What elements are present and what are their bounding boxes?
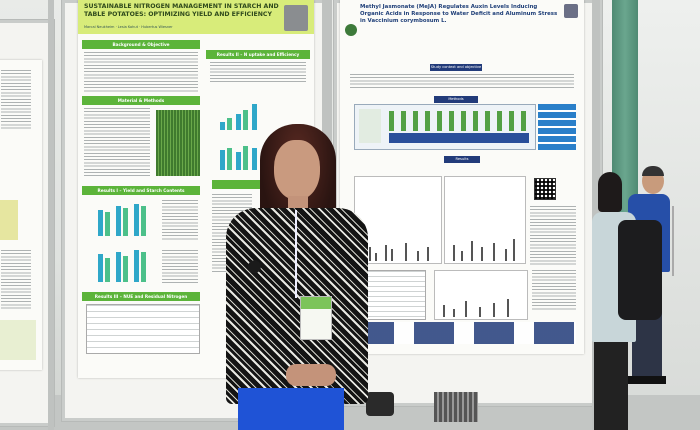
round-table — [672, 206, 700, 276]
results-table — [86, 304, 200, 354]
poster-authors: Marcal Neukheim · Lesia Kohut · Hubertus… — [84, 25, 173, 29]
presenter-woman — [218, 120, 378, 430]
university-logo — [345, 24, 357, 36]
band-methods: Methods — [434, 96, 478, 103]
bar-chart-efficiency — [218, 140, 268, 170]
conclusion-bands — [354, 322, 576, 344]
band-objective: Study context and objective — [430, 64, 482, 71]
results-graph-a — [354, 176, 442, 264]
feet-behind-board — [366, 392, 486, 430]
section-methods: Material & Methods — [82, 96, 200, 105]
section-results-2b — [212, 180, 272, 189]
poster-meja: Methyl Jasmonate (MeJA) Regulates Auxin … — [340, 0, 584, 354]
partner-logo — [564, 4, 578, 18]
face — [274, 140, 320, 200]
qr-code — [534, 178, 556, 200]
section-background: Background & Objective — [82, 40, 200, 49]
author-photo — [284, 5, 308, 31]
section-results-1: Results I – Yield and Starch Contents — [82, 186, 200, 195]
lanyard — [295, 210, 297, 298]
section-results-3: Results III – NUE and Residual Nitrogen — [82, 292, 200, 301]
name-badge — [300, 296, 332, 340]
backpack — [618, 220, 662, 320]
poster-title: Methyl Jasmonate (MeJA) Regulates Auxin … — [360, 4, 558, 24]
board-post-left — [48, 0, 54, 430]
woman-backpack — [584, 172, 664, 430]
poster-far-left — [0, 60, 42, 370]
section-results-2: Results II – N uptake and Efficiency — [206, 50, 310, 59]
poster-title: SUSTAINABLE NITROGEN MANAGEMENT IN STARC… — [78, 0, 314, 34]
methods-diagram — [354, 104, 536, 150]
clasped-hands — [286, 364, 336, 386]
band-results: Results — [444, 156, 480, 163]
bar-chart-starch — [96, 248, 156, 282]
results-graph-c — [434, 270, 528, 320]
blue-pants — [238, 388, 344, 430]
methods-legend — [538, 104, 576, 150]
results-graph-b — [444, 176, 526, 264]
field-photo — [156, 110, 200, 176]
bar-chart-n-uptake — [218, 100, 268, 130]
bar-chart-yield — [96, 200, 156, 236]
